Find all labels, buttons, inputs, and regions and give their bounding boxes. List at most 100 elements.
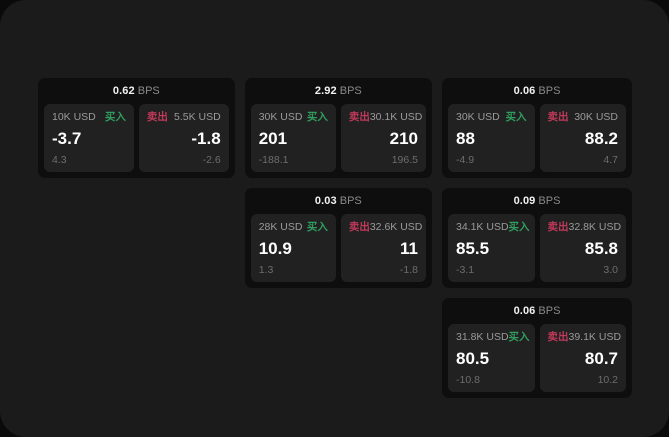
buy-delta: -10.8 [456, 374, 480, 386]
quote-column-0: 0.62 BPS 10K USD 买入 -3.7 4.3 卖出 5.5K USD -1.8 -2.… [38, 78, 235, 178]
quote-column-1: 2.92 BPS 30K USD 买入 201 -188.1 卖出 30.1K USD 210 1… [244, 78, 432, 288]
card-sides: 30K USD 买入 88 -4.9 卖出 30K USD 88.2 4.7 [448, 104, 626, 172]
buy-side-panel[interactable]: 30K USD 买入 88 -4.9 [448, 104, 535, 172]
sell-quantity: 30K USD [574, 111, 618, 123]
spread-value: 0.06 [513, 85, 536, 97]
sell-side-header: 卖出 32.6K USD [348, 221, 423, 233]
buy-delta: -188.1 [258, 154, 289, 166]
sell-tag: 卖出 [547, 221, 569, 233]
card-header: 2.92 BPS [251, 85, 426, 104]
spread-card[interactable]: 0.06 BPS 31.8K USD 买入 80.5 -10.8 卖出 39.1K USD 80… [442, 298, 632, 398]
buy-quantity: 30K USD [456, 111, 500, 123]
buy-tag: 买入 [508, 221, 530, 233]
sell-side-header: 卖出 32.8K USD [547, 221, 622, 233]
sell-side-header: 卖出 5.5K USD [147, 111, 221, 123]
sell-price: -1.8 [191, 129, 221, 148]
buy-quantity: 31.8K USD [456, 331, 509, 343]
card-sides: 34.1K USD 买入 85.5 -3.1 卖出 32.8K USD 85.8 3.0 [448, 214, 626, 282]
spread-value: 0.62 [112, 85, 135, 97]
buy-side-panel[interactable]: 28K USD 买入 10.9 1.3 [250, 214, 336, 282]
buy-delta: -3.1 [456, 264, 475, 276]
buy-side-header: 10K USD 买入 [52, 111, 126, 123]
card-header: 0.62 BPS [44, 85, 229, 104]
sell-side-panel[interactable]: 卖出 5.5K USD -1.8 -2.6 [138, 104, 229, 172]
sell-side-panel[interactable]: 卖出 30.1K USD 210 196.5 [340, 104, 426, 172]
buy-price: 88 [456, 129, 475, 148]
sell-tag: 卖出 [547, 331, 569, 343]
sell-tag: 卖出 [348, 111, 370, 123]
spread-card[interactable]: 0.09 BPS 34.1K USD 买入 85.5 -3.1 卖出 32.8K USD 85.… [442, 188, 632, 288]
buy-tag: 买入 [505, 111, 527, 123]
sell-tag: 卖出 [547, 111, 569, 123]
buy-tag: 买入 [508, 331, 530, 343]
card-sides: 28K USD 买入 10.9 1.3 卖出 32.6K USD 11 -1.8 [250, 214, 426, 282]
spread-unit: BPS [137, 85, 160, 97]
buy-quantity: 30K USD [258, 111, 303, 123]
buy-side-panel[interactable]: 30K USD 买入 201 -188.1 [250, 104, 336, 172]
sell-side-header: 卖出 30K USD [548, 111, 619, 123]
spread-value: 0.03 [314, 195, 337, 207]
spread-unit: BPS [339, 85, 362, 97]
buy-price: 85.5 [456, 239, 490, 258]
sell-side-panel[interactable]: 卖出 30K USD 88.2 4.7 [539, 104, 626, 172]
card-header: 0.09 BPS [448, 195, 626, 214]
sell-side-panel[interactable]: 卖出 32.6K USD 11 -1.8 [340, 214, 426, 282]
buy-delta: -4.9 [456, 154, 475, 166]
sell-quantity: 5.5K USD [174, 111, 221, 123]
spread-unit: BPS [538, 85, 561, 97]
sell-side-panel[interactable]: 卖出 32.8K USD 85.8 3.0 [539, 214, 626, 282]
buy-side-header: 30K USD 买入 [456, 111, 527, 123]
buy-side-header: 30K USD 买入 [259, 111, 328, 123]
buy-delta: 4.3 [52, 154, 67, 166]
card-sides: 10K USD 买入 -3.7 4.3 卖出 5.5K USD -1.8 -2.6 [44, 104, 229, 172]
spread-value: 0.09 [513, 195, 536, 207]
sell-tag: 卖出 [348, 221, 370, 233]
card-header: 0.03 BPS [251, 195, 426, 214]
sell-price: 88.2 [584, 129, 618, 148]
spread-value: 0.06 [513, 305, 536, 317]
buy-delta: 1.3 [258, 264, 274, 276]
sell-quantity: 32.6K USD [369, 221, 423, 233]
buy-quantity: 34.1K USD [456, 221, 509, 233]
buy-price: 80.5 [456, 349, 490, 368]
spread-unit: BPS [538, 195, 561, 207]
sell-price: 210 [389, 129, 418, 148]
sell-price: 11 [400, 239, 418, 258]
buy-side-header: 31.8K USD 买入 [456, 331, 530, 343]
quote-column-2: 0.06 BPS 30K USD 买入 88 -4.9 卖出 30K USD 88.2 4.7 0.… [442, 78, 632, 398]
buy-side-panel[interactable]: 31.8K USD 买入 80.5 -10.8 [448, 324, 535, 392]
sell-price: 80.7 [584, 349, 618, 368]
spread-value: 2.92 [314, 85, 337, 97]
sell-side-panel[interactable]: 卖出 39.1K USD 80.7 10.2 [539, 324, 626, 392]
buy-side-header: 28K USD 买入 [259, 221, 328, 233]
buy-price: 10.9 [258, 239, 292, 258]
card-header: 0.06 BPS [448, 305, 626, 324]
sell-delta: -2.6 [202, 154, 221, 166]
sell-side-header: 卖出 39.1K USD [547, 331, 622, 343]
buy-tag: 买入 [306, 111, 328, 123]
buy-price: -3.7 [52, 129, 82, 148]
spread-card[interactable]: 2.92 BPS 30K USD 买入 201 -188.1 卖出 30.1K USD 210 1… [244, 78, 432, 178]
card-header: 0.06 BPS [448, 85, 626, 104]
sell-side-header: 卖出 30.1K USD [348, 111, 423, 123]
buy-side-panel[interactable]: 10K USD 买入 -3.7 4.3 [44, 104, 134, 172]
spread-unit: BPS [538, 305, 561, 317]
spread-card[interactable]: 0.03 BPS 28K USD 买入 10.9 1.3 卖出 32.6K USD 11 -1.8 [244, 188, 432, 288]
sell-delta: -1.8 [399, 264, 418, 276]
spread-unit: BPS [339, 195, 362, 207]
sell-price: 85.8 [584, 239, 618, 258]
buy-side-header: 34.1K USD 买入 [456, 221, 530, 233]
spread-card[interactable]: 0.62 BPS 10K USD 买入 -3.7 4.3 卖出 5.5K USD -1.8 -2.… [38, 78, 235, 178]
spread-card[interactable]: 0.06 BPS 30K USD 买入 88 -4.9 卖出 30K USD 88.2 4.7 [442, 78, 632, 178]
sell-delta: 196.5 [391, 154, 418, 166]
sell-delta: 10.2 [597, 374, 618, 386]
quote-board: 0.62 BPS 10K USD 买入 -3.7 4.3 卖出 5.5K USD -1.8 -2.… [38, 78, 632, 398]
sell-quantity: 39.1K USD [568, 331, 622, 343]
sell-quantity: 30.1K USD [369, 111, 423, 123]
sell-tag: 卖出 [146, 111, 168, 123]
buy-tag: 买入 [306, 221, 328, 233]
card-sides: 30K USD 买入 201 -188.1 卖出 30.1K USD 210 196.5 [250, 104, 426, 172]
sell-delta: 3.0 [603, 264, 618, 276]
buy-quantity: 10K USD [52, 111, 96, 123]
buy-side-panel[interactable]: 34.1K USD 买入 85.5 -3.1 [448, 214, 535, 282]
